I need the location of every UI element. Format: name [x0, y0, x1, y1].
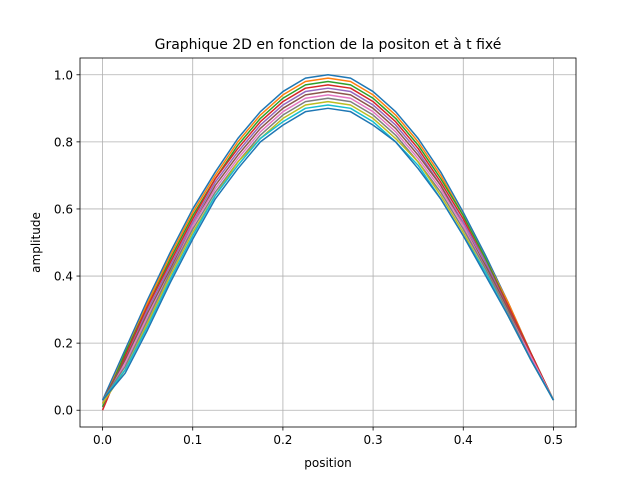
y-tick-label: 0.4 — [54, 270, 73, 284]
axes-frame — [79, 57, 577, 428]
x-tick-label: 0.3 — [364, 433, 383, 447]
x-tick-label: 0.5 — [544, 433, 563, 447]
y-tick-label: 0.2 — [54, 337, 73, 351]
series-line — [101, 107, 555, 401]
series-line — [101, 80, 555, 408]
x-tick-label: 0.0 — [93, 433, 112, 447]
y-tick-label: 1.0 — [54, 68, 73, 82]
x-tick-label: 0.1 — [183, 433, 202, 447]
y-ticks: 0.0 0.2 0.4 0.6 0.8 1.0 — [54, 68, 80, 418]
series-line — [101, 90, 555, 401]
series-lines — [101, 74, 555, 411]
y-axis-label: amplitude — [29, 212, 43, 273]
y-tick-label: 0.8 — [54, 135, 73, 149]
y-tick-label: 0.6 — [54, 202, 73, 216]
x-axis-label: position — [304, 456, 352, 470]
grid — [80, 58, 576, 427]
y-tick-label: 0.0 — [54, 404, 73, 418]
series-line — [101, 74, 555, 401]
x-tick-label: 0.4 — [454, 433, 473, 447]
x-ticks: 0.0 0.1 0.2 0.3 0.4 0.5 — [93, 427, 563, 447]
chart-title: Graphique 2D en fonction de la positon e… — [155, 37, 502, 53]
series-line — [101, 97, 555, 401]
x-tick-label: 0.2 — [273, 433, 292, 447]
series-line — [101, 87, 555, 404]
series-line — [101, 104, 555, 401]
